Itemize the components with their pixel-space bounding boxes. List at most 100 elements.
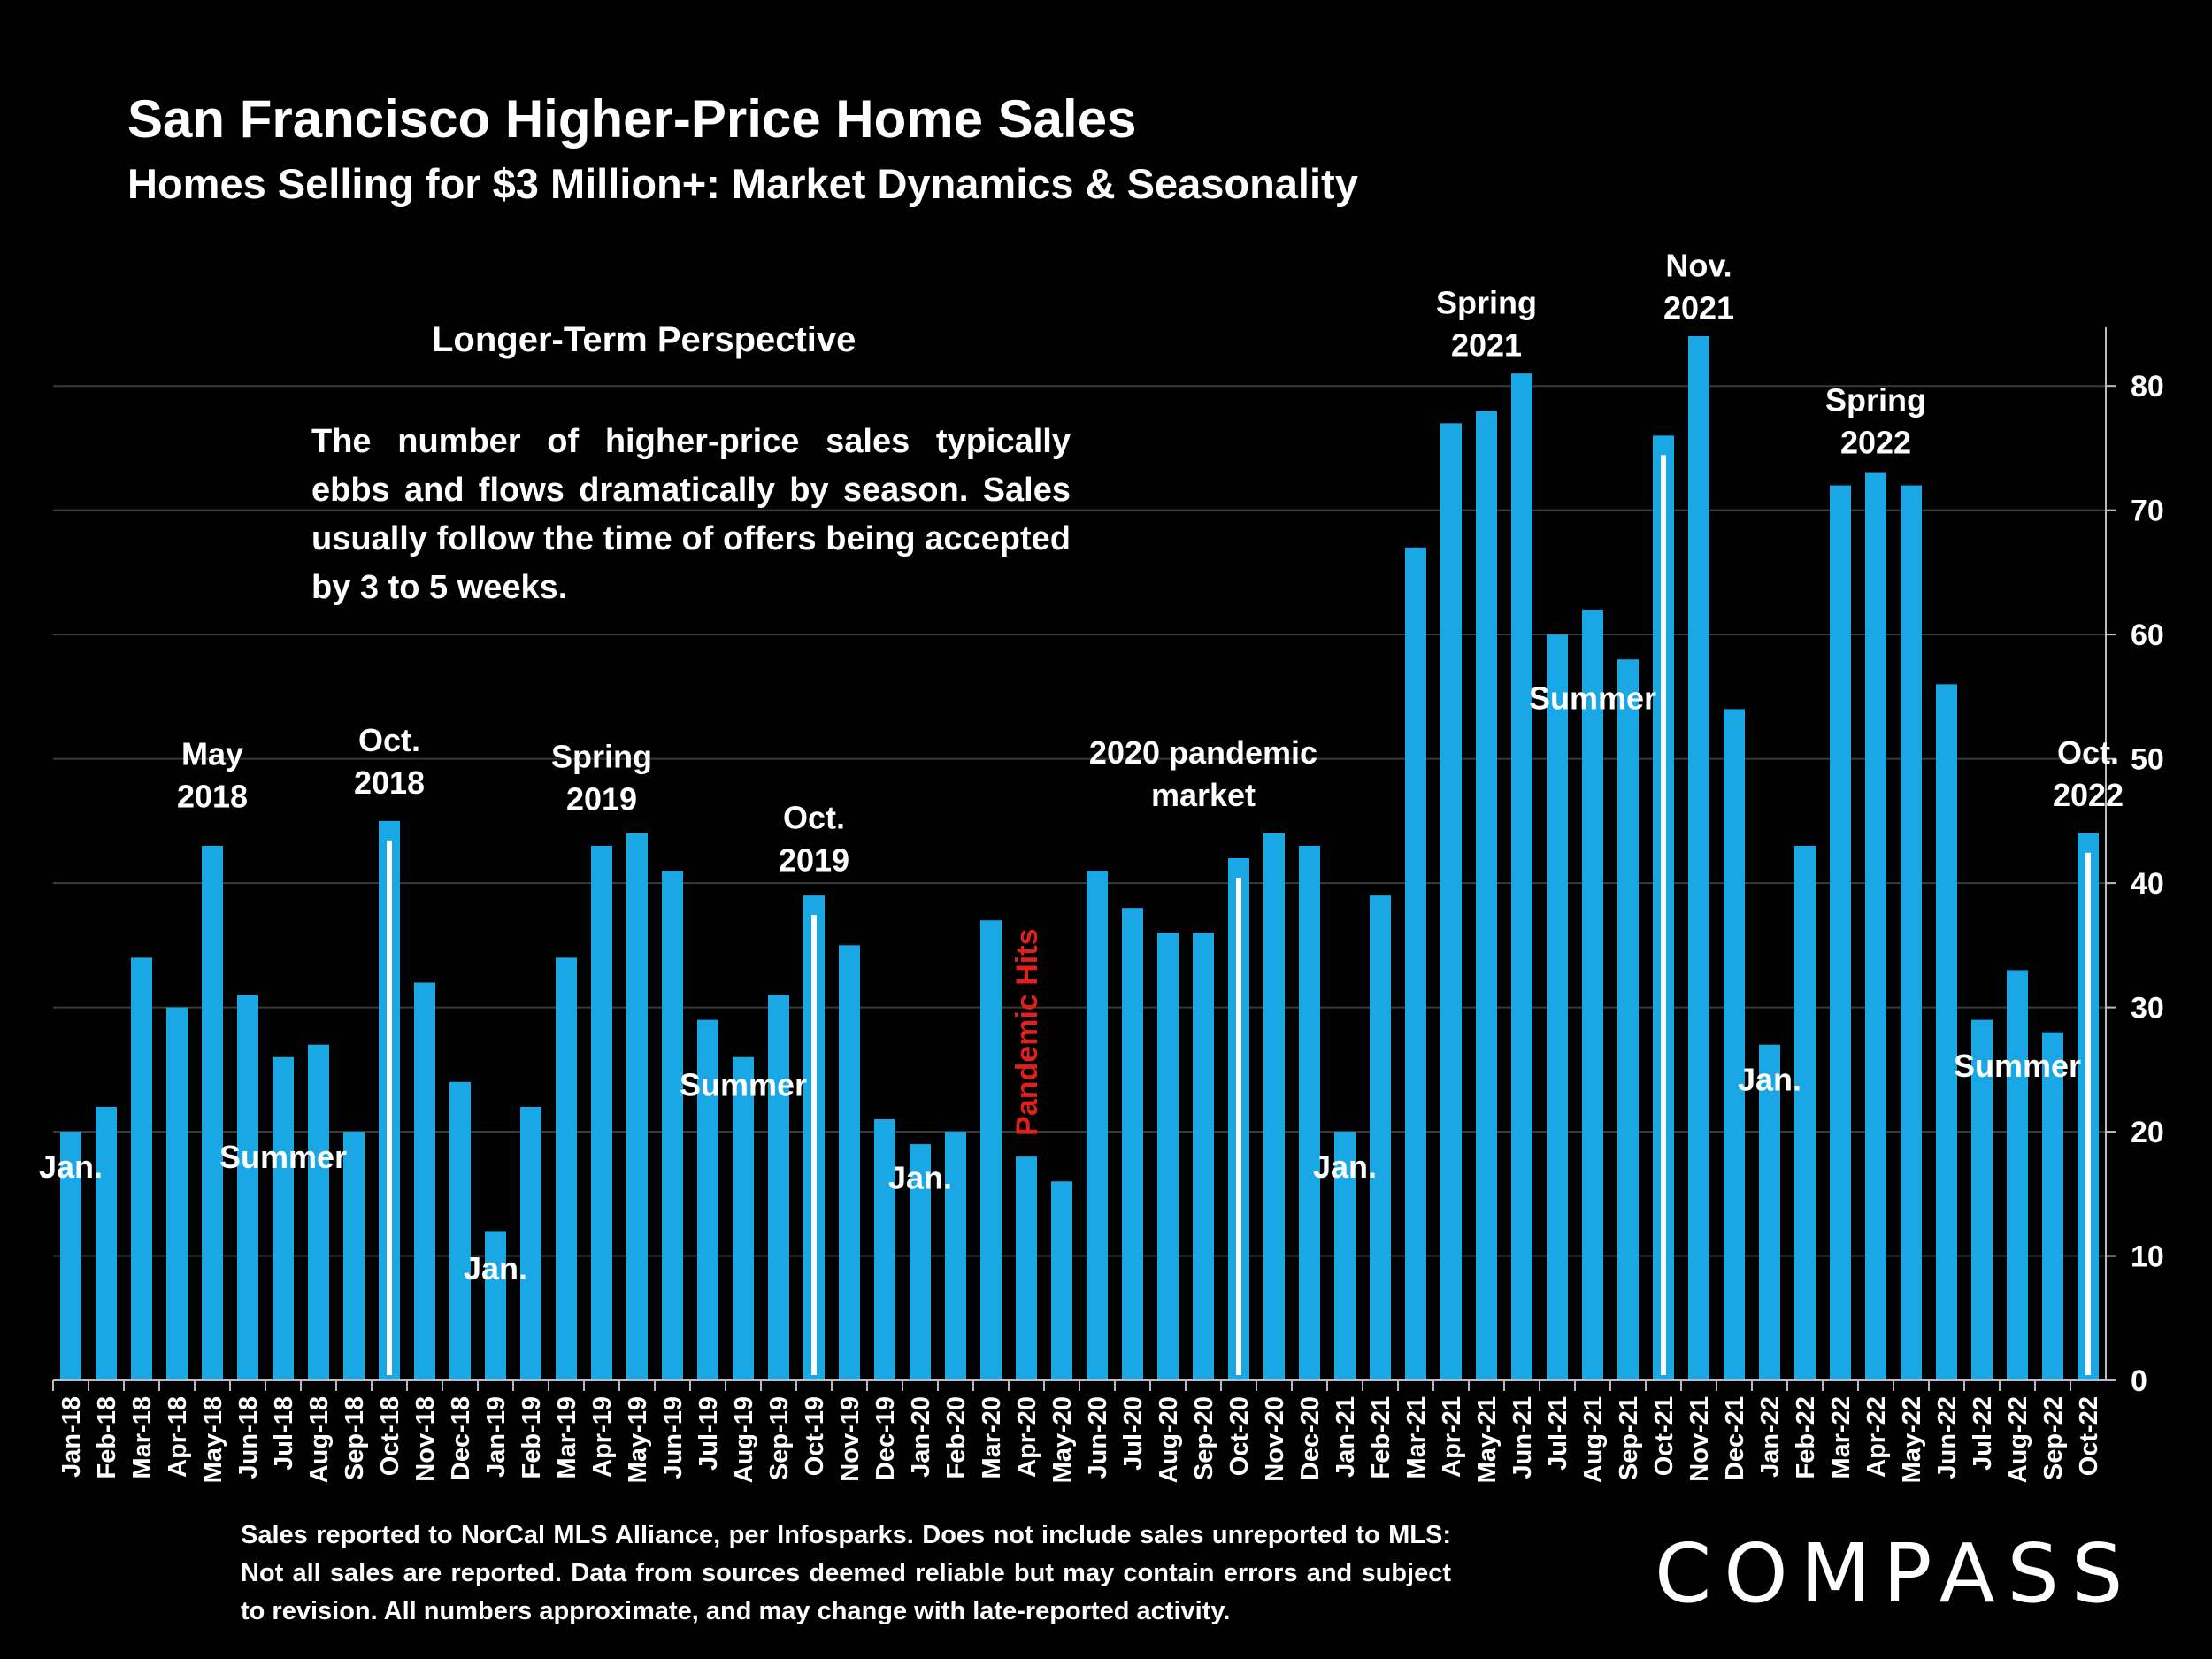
bar-jun-21 — [1511, 373, 1532, 1381]
bar-may-19 — [626, 833, 648, 1380]
bar-sep-20 — [1193, 933, 1214, 1380]
x-tick-label: Apr-19 — [588, 1396, 617, 1478]
x-tick-label: Jan-18 — [58, 1396, 86, 1478]
x-tick-label: Mar-20 — [978, 1396, 1006, 1479]
x-tick-label: May-21 — [1473, 1396, 1502, 1483]
pandemic-hits-label: Pandemic Hits — [1010, 929, 1044, 1136]
x-tick-label: Aug-22 — [2004, 1396, 2032, 1483]
chart-subtitle: Homes Selling for $3 Million+: Market Dy… — [127, 160, 1358, 207]
compass-logo: COMPASS — [1655, 1526, 2136, 1621]
bar-feb-21 — [1370, 895, 1391, 1380]
x-tick-label: Nov-19 — [836, 1396, 864, 1482]
bar-nov-20 — [1263, 833, 1285, 1380]
bar-jun-22 — [1936, 684, 1957, 1380]
annotation-label: Nov. — [1665, 248, 1732, 284]
bar-apr-19 — [591, 845, 612, 1380]
bar-apr-18 — [166, 1007, 188, 1380]
x-tick-label: Jan-21 — [1332, 1396, 1360, 1478]
bar-may-18 — [202, 845, 223, 1380]
x-tick-label: May-18 — [199, 1396, 227, 1483]
bar-aug-19 — [733, 1056, 754, 1380]
x-tick-label: Mar-21 — [1402, 1396, 1431, 1479]
x-tick-label: Apr-20 — [1013, 1396, 1041, 1478]
x-tick-label: Oct-21 — [1650, 1396, 1678, 1476]
x-tick-label: Jun-21 — [1509, 1396, 1537, 1479]
bar-mar-21 — [1405, 547, 1426, 1380]
x-tick-label: Nov-21 — [1686, 1396, 1714, 1482]
x-tick-label: Jul-20 — [1119, 1396, 1148, 1471]
bar-jan-19 — [485, 1231, 506, 1380]
annotation-label: Jan. — [1313, 1148, 1377, 1185]
bar-dec-21 — [1724, 709, 1745, 1380]
bar-nov-19 — [839, 945, 860, 1380]
bar-nov-21 — [1688, 336, 1709, 1380]
y-tick-label: 80 — [2131, 370, 2164, 403]
x-tick-label: Dec-21 — [1721, 1396, 1749, 1480]
bar-mar-18 — [131, 957, 152, 1380]
x-tick-label: Aug-21 — [1579, 1396, 1608, 1483]
bar-apr-22 — [1865, 472, 1886, 1380]
x-tick-label: Feb-20 — [942, 1396, 971, 1479]
x-tick-label: Dec-20 — [1296, 1396, 1325, 1480]
x-tick-label: May-19 — [624, 1396, 652, 1483]
bar-jul-22 — [1971, 1019, 1993, 1380]
annotation-label: Oct. — [783, 799, 845, 835]
bar-jan-18 — [60, 1132, 81, 1380]
bar-feb-19 — [520, 1106, 541, 1380]
x-tick-label: Feb-18 — [93, 1396, 121, 1479]
bar-apr-20 — [1016, 1156, 1037, 1380]
bar-jan-22 — [1759, 1044, 1780, 1380]
annotation-label: 2022 — [1840, 424, 1911, 460]
annotation-label: Spring — [551, 738, 652, 774]
annotation-label: 2021 — [1663, 290, 1734, 326]
bar-aug-22 — [2007, 970, 2028, 1380]
x-tick-label: Oct-19 — [801, 1396, 829, 1476]
x-tick-label: Jun-20 — [1084, 1396, 1112, 1479]
x-tick-label: Feb-19 — [518, 1396, 546, 1479]
bar-apr-21 — [1440, 423, 1462, 1380]
x-tick-label: Jan-22 — [1756, 1396, 1785, 1478]
x-tick-label: Sep-18 — [341, 1396, 369, 1480]
bar-may-21 — [1476, 411, 1497, 1381]
x-tick-label: Oct-22 — [2075, 1396, 2103, 1476]
bar-mar-19 — [556, 957, 577, 1380]
bar-aug-21 — [1582, 610, 1603, 1380]
x-tick-label: Oct-18 — [376, 1396, 404, 1476]
x-tick-label: Apr-21 — [1438, 1396, 1466, 1478]
x-tick-label: Jul-18 — [270, 1396, 298, 1471]
bar-jul-21 — [1547, 634, 1568, 1380]
x-tick-label: Sep-22 — [2039, 1396, 2068, 1480]
note-heading: Longer-Term Perspective — [432, 320, 856, 359]
x-tick-label: Aug-20 — [1155, 1396, 1183, 1483]
x-tick-label: Sep-19 — [765, 1396, 794, 1480]
bar-sep-21 — [1617, 659, 1639, 1380]
x-tick-label: Jan-20 — [907, 1396, 935, 1478]
bar-jul-20 — [1122, 908, 1143, 1380]
x-tick-label: Feb-22 — [1792, 1396, 1820, 1479]
y-tick-label: 70 — [2131, 495, 2164, 528]
x-tick-label: Oct-20 — [1225, 1396, 1254, 1476]
annotation-label: 2020 pandemic — [1089, 734, 1317, 771]
x-tick-label: Jun-19 — [659, 1396, 687, 1479]
annotation-label: 2022 — [2053, 777, 2124, 813]
y-tick-label: 40 — [2131, 867, 2164, 901]
x-tick-label: Nov-20 — [1261, 1396, 1289, 1482]
bar-jun-20 — [1087, 871, 1108, 1380]
y-tick-label: 20 — [2131, 1116, 2164, 1149]
x-tick-label: Aug-18 — [305, 1396, 334, 1483]
x-tick-label: Apr-18 — [164, 1396, 192, 1478]
annotation-label: Jan. — [1738, 1062, 1801, 1098]
x-tick-label: Mar-19 — [553, 1396, 581, 1479]
bar-aug-20 — [1157, 933, 1179, 1380]
bar-jan-20 — [910, 1144, 931, 1380]
chart-title: San Francisco Higher-Price Home Sales — [127, 89, 1137, 149]
x-tick-label: Jul-22 — [1969, 1396, 1997, 1471]
bar-jul-19 — [697, 1019, 718, 1380]
y-tick-label: 0 — [2131, 1364, 2147, 1398]
annotation-label: market — [1151, 777, 1256, 813]
bar-jun-19 — [662, 871, 683, 1380]
gridlines — [53, 385, 2106, 1257]
bar-jan-21 — [1334, 1132, 1356, 1380]
